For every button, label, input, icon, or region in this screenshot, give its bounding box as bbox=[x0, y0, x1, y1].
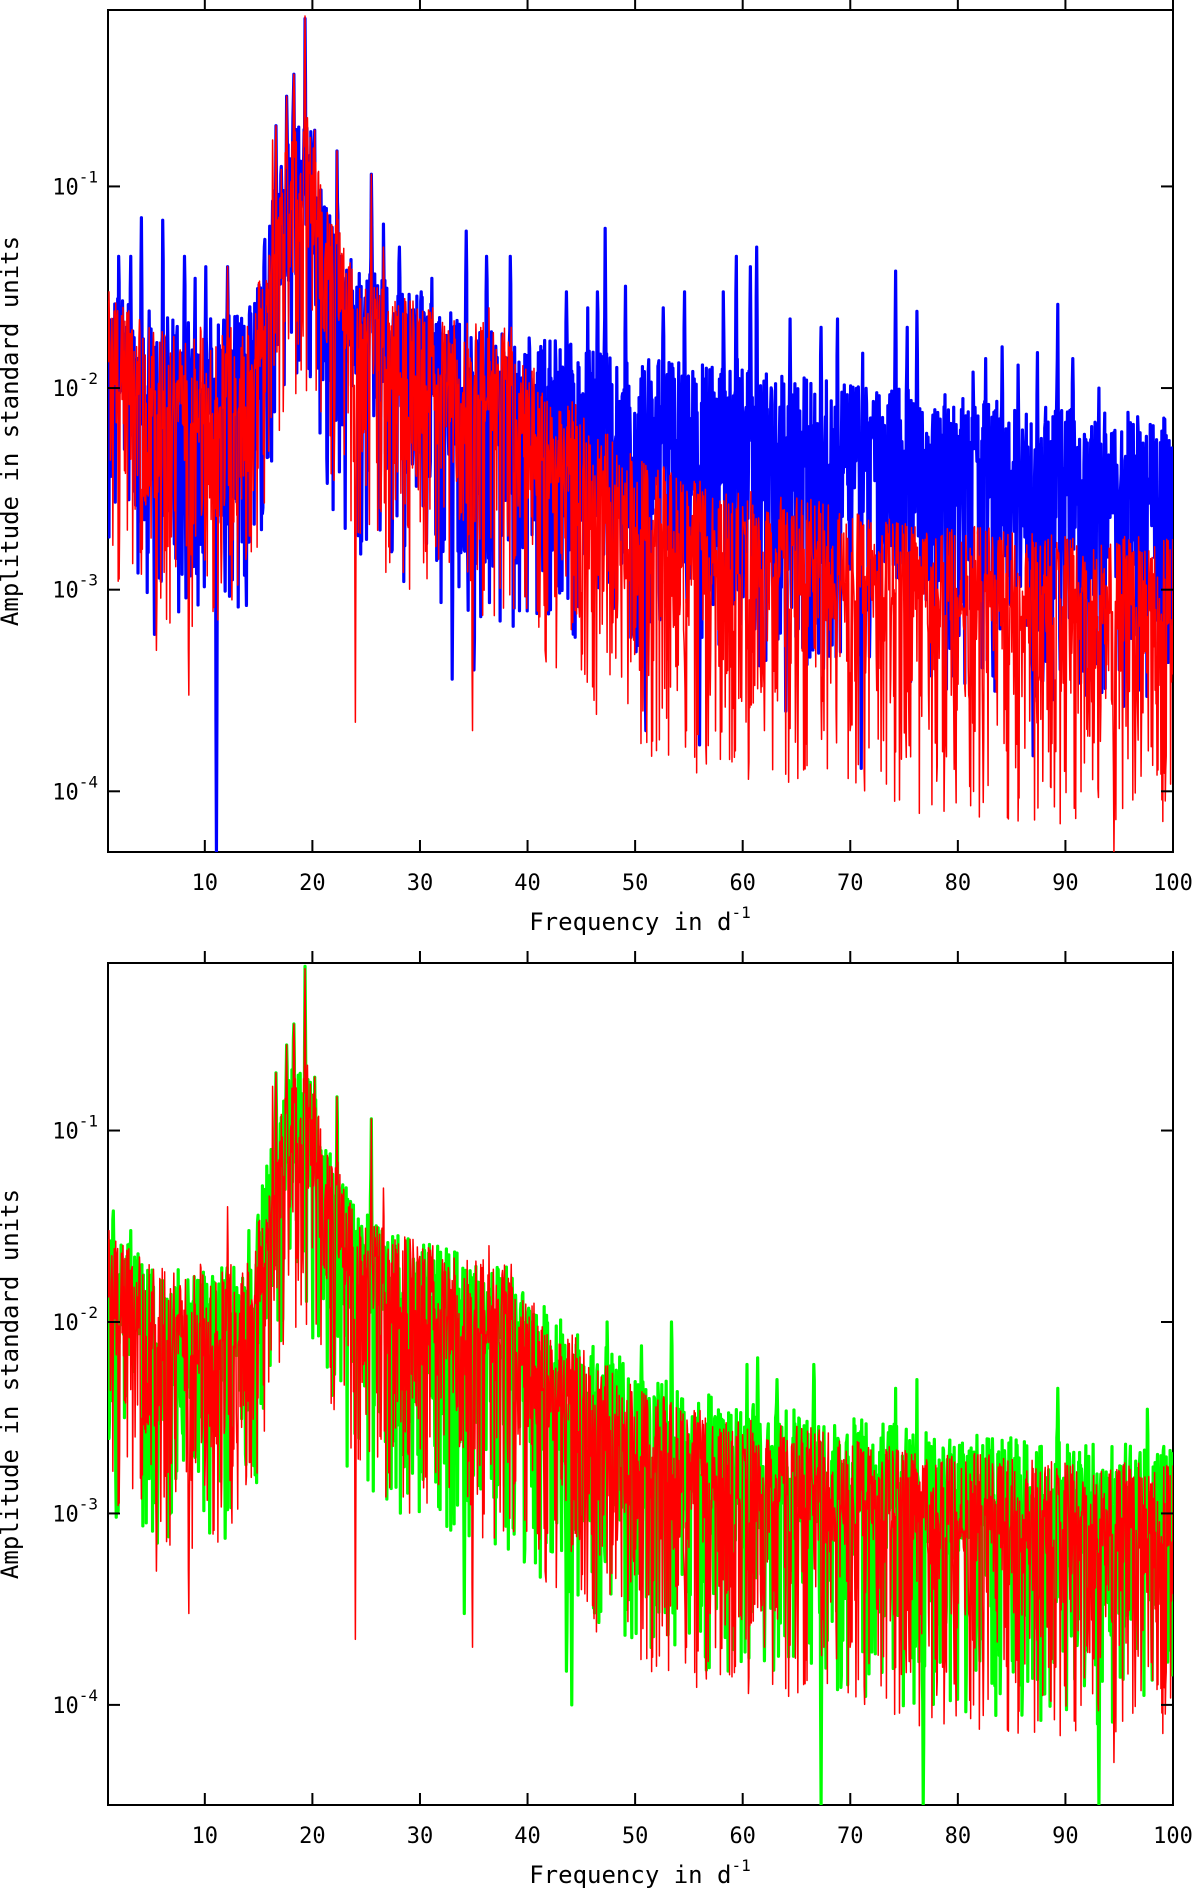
bottom-y-tick-label: 10-2 bbox=[52, 1303, 98, 1336]
top-y-tick-label: 10-3 bbox=[52, 571, 98, 604]
bottom-x-tick-label: 30 bbox=[407, 1824, 434, 1849]
bottom-spectrum-panel: 10 20 30 40 50 60 70 80 90 100 10-1 10-2 10-3 10-4 Fr… bbox=[0, 951, 1193, 1889]
bottom-series-red bbox=[108, 967, 1173, 1764]
top-x-tick-label: 80 bbox=[945, 871, 972, 896]
top-y-tick-label: 10-4 bbox=[52, 772, 98, 805]
top-x-axis-label-sup: -1 bbox=[732, 903, 751, 922]
top-x-axis-label-text: Frequency in d bbox=[529, 908, 731, 936]
top-y-axis-label: Amplitude in standard units bbox=[0, 236, 24, 626]
bottom-y-tick-label: 10-3 bbox=[52, 1494, 98, 1527]
top-y-tick-label: 10-2 bbox=[52, 369, 98, 402]
bottom-x-tick-label: 20 bbox=[299, 1824, 326, 1849]
top-x-tick-label: 90 bbox=[1052, 871, 1079, 896]
bottom-x-tick-label: 50 bbox=[622, 1824, 649, 1849]
top-x-tick-label: 60 bbox=[729, 871, 756, 896]
bottom-y-tick-label: 10-1 bbox=[52, 1112, 98, 1145]
bottom-x-tick-label: 100 bbox=[1153, 1824, 1193, 1849]
top-x-tick-label: 20 bbox=[299, 871, 326, 896]
bottom-x-axis-label-text: Frequency in d bbox=[529, 1861, 731, 1889]
bottom-x-axis-label: Frequency in d-1 bbox=[529, 1856, 751, 1889]
bottom-y-tick-label: 10-4 bbox=[52, 1686, 98, 1719]
bottom-x-axis-label-sup: -1 bbox=[732, 1856, 751, 1875]
bottom-x-tick-label: 40 bbox=[514, 1824, 541, 1849]
bottom-series-green bbox=[108, 964, 1173, 1805]
top-x-tick-label: 10 bbox=[192, 871, 219, 896]
top-y-tick-label: 10-1 bbox=[52, 167, 98, 200]
bottom-series-group bbox=[108, 964, 1173, 1805]
bottom-x-tick-label: 70 bbox=[837, 1824, 864, 1849]
bottom-y-axis-label: Amplitude in standard units bbox=[0, 1189, 24, 1579]
top-spectrum-panel: 10 20 30 40 50 60 70 80 90 100 10-1 10-2 10-3 10-4 Fr… bbox=[0, 0, 1193, 936]
top-x-tick-label: 30 bbox=[407, 871, 434, 896]
bottom-x-tick-label: 10 bbox=[192, 1824, 219, 1849]
top-ticks-group: 10 20 30 40 50 60 70 80 90 100 10-1 10-2 10-3 10-4 bbox=[52, 0, 1193, 896]
bottom-x-tick-label: 60 bbox=[729, 1824, 756, 1849]
top-series-group bbox=[108, 15, 1173, 852]
top-x-tick-label: 50 bbox=[622, 871, 649, 896]
bottom-x-tick-label: 90 bbox=[1052, 1824, 1079, 1849]
top-x-axis-label: Frequency in d-1 bbox=[529, 903, 751, 936]
top-series-red bbox=[108, 15, 1173, 852]
top-x-tick-label: 70 bbox=[837, 871, 864, 896]
bottom-ticks-group: 10 20 30 40 50 60 70 80 90 100 10-1 10-2 10-3 10-4 bbox=[52, 951, 1193, 1849]
top-x-tick-label: 100 bbox=[1153, 871, 1193, 896]
bottom-x-tick-label: 80 bbox=[945, 1824, 972, 1849]
top-x-tick-label: 40 bbox=[514, 871, 541, 896]
